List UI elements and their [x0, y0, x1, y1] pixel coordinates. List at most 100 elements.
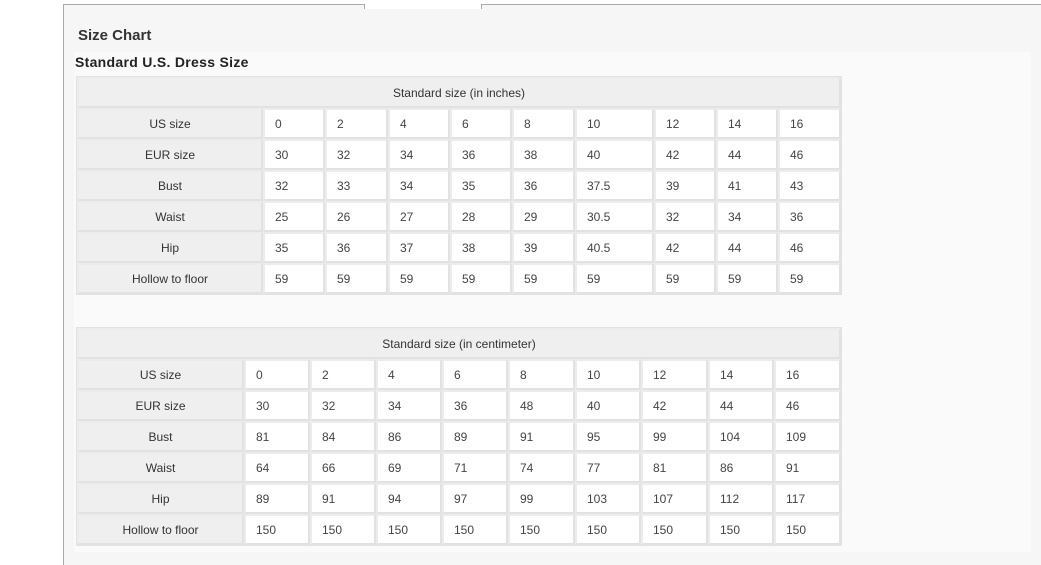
- table-cell: 59: [512, 263, 575, 294]
- table-cell: 46: [778, 139, 841, 170]
- table-cell: 0: [263, 108, 325, 139]
- table-cell: 42: [654, 139, 716, 170]
- table-cell: 32: [325, 139, 388, 170]
- table-cell: 42: [654, 232, 716, 263]
- table-cell: 150: [575, 514, 641, 545]
- table-cell: 10: [575, 359, 641, 390]
- table-cell: 14: [708, 359, 774, 390]
- table-cell: 71: [442, 452, 508, 483]
- table-cell: 59: [325, 263, 388, 294]
- table-cell: 35: [263, 232, 325, 263]
- table-cell: 8: [508, 359, 575, 390]
- table-caption: Standard size (in inches): [77, 77, 841, 108]
- table-cell: 99: [508, 483, 575, 514]
- table-cell: 4: [376, 359, 442, 390]
- table-cell: 150: [376, 514, 442, 545]
- table-cell: 28: [450, 201, 512, 232]
- tab[interactable]: [364, 4, 482, 9]
- table-cell: 4: [388, 108, 450, 139]
- table-cell: 59: [450, 263, 512, 294]
- table-cell: 64: [244, 452, 310, 483]
- table-cell: 89: [442, 421, 508, 452]
- page-title: Size Chart: [78, 27, 152, 44]
- table-cell: 0: [244, 359, 310, 390]
- table-cell: 38: [450, 232, 512, 263]
- table-cell: 43: [778, 170, 841, 201]
- row-label: EUR size: [77, 139, 263, 170]
- table-row: US size 0 2 4 6 8 10 12 14 16: [77, 359, 841, 390]
- table-cell: 97: [442, 483, 508, 514]
- table-row: Bust 81 84 86 89 91 95 99 104 109: [77, 421, 841, 452]
- table-cell: 34: [388, 170, 450, 201]
- table-cell: 46: [774, 390, 841, 421]
- table-cell: 16: [778, 108, 841, 139]
- table-cell: 34: [716, 201, 778, 232]
- size-table-inches: Standard size (in inches) US size 0 2 4 6 8 10 1…: [76, 76, 842, 295]
- table-cell: 25: [263, 201, 325, 232]
- table-cell: 30: [244, 390, 310, 421]
- table-cell: 95: [575, 421, 641, 452]
- table-cell: 16: [774, 359, 841, 390]
- table-cell: 117: [774, 483, 841, 514]
- row-label: Bust: [77, 170, 263, 201]
- table-cell: 40.5: [575, 232, 654, 263]
- table-row: Hollow to floor 150 150 150 150 150 150 150 150 1…: [77, 514, 841, 545]
- table-cell: 42: [641, 390, 708, 421]
- table-cell: 40: [575, 139, 654, 170]
- table-cell: 86: [376, 421, 442, 452]
- table-cell: 103: [575, 483, 641, 514]
- table-cell: 10: [575, 108, 654, 139]
- table-cell: 48: [508, 390, 575, 421]
- table-cell: 35: [450, 170, 512, 201]
- table-cell: 91: [310, 483, 376, 514]
- table-cell: 12: [641, 359, 708, 390]
- table-row: Hip 35 36 37 38 39 40.5 42 44 46: [77, 232, 841, 263]
- table-cell: 91: [774, 452, 841, 483]
- table-cell: 32: [310, 390, 376, 421]
- table-cell: 91: [508, 421, 575, 452]
- table-cell: 150: [774, 514, 841, 545]
- table-cell: 150: [508, 514, 575, 545]
- table-row: US size 0 2 4 6 8 10 12 14 16: [77, 108, 841, 139]
- table-cell: 104: [708, 421, 774, 452]
- row-label: Waist: [77, 201, 263, 232]
- table-cell: 150: [244, 514, 310, 545]
- table-cell: 36: [778, 201, 841, 232]
- row-label: Hollow to floor: [77, 263, 263, 294]
- table-cell: 59: [778, 263, 841, 294]
- table-cell: 150: [708, 514, 774, 545]
- table-cell: 2: [310, 359, 376, 390]
- row-label: Hollow to floor: [77, 514, 244, 545]
- table-cell: 6: [442, 359, 508, 390]
- table-cell: 66: [310, 452, 376, 483]
- table-cell: 59: [716, 263, 778, 294]
- row-label: Waist: [77, 452, 244, 483]
- table-cell: 37.5: [575, 170, 654, 201]
- table-cell: 44: [716, 139, 778, 170]
- table-cell: 30.5: [575, 201, 654, 232]
- row-label: Hip: [77, 232, 263, 263]
- table-cell: 150: [442, 514, 508, 545]
- table-cell: 44: [716, 232, 778, 263]
- row-label: US size: [77, 108, 263, 139]
- table-cell: 81: [641, 452, 708, 483]
- table-cell: 44: [708, 390, 774, 421]
- table-cell: 59: [388, 263, 450, 294]
- table-cell: 46: [778, 232, 841, 263]
- table-cell: 84: [310, 421, 376, 452]
- table-cell: 81: [244, 421, 310, 452]
- table-cell: 27: [388, 201, 450, 232]
- table-cell: 59: [263, 263, 325, 294]
- table-row: Hollow to floor 59 59 59 59 59 59 59 59 59: [77, 263, 841, 294]
- table-cell: 12: [654, 108, 716, 139]
- table-cell: 30: [263, 139, 325, 170]
- table-cell: 37: [388, 232, 450, 263]
- table-cell: 34: [388, 139, 450, 170]
- table-cell: 6: [450, 108, 512, 139]
- table-cell: 8: [512, 108, 575, 139]
- table-caption: Standard size (in centimeter): [77, 328, 841, 359]
- table-cell: 41: [716, 170, 778, 201]
- table-cell: 150: [641, 514, 708, 545]
- table-row: EUR size 30 32 34 36 38 40 42 44 46: [77, 139, 841, 170]
- table-cell: 86: [708, 452, 774, 483]
